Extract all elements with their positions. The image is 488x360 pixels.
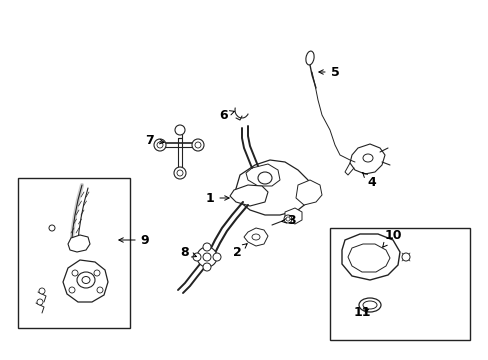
Circle shape bbox=[284, 215, 291, 223]
Circle shape bbox=[157, 142, 163, 148]
Circle shape bbox=[401, 253, 409, 261]
Circle shape bbox=[203, 263, 210, 271]
Circle shape bbox=[49, 225, 55, 231]
Polygon shape bbox=[285, 208, 302, 224]
Circle shape bbox=[39, 288, 45, 294]
Bar bbox=[18, 178, 130, 328]
Circle shape bbox=[97, 287, 103, 293]
Text: 7: 7 bbox=[145, 134, 164, 147]
Text: 4: 4 bbox=[362, 173, 376, 189]
Circle shape bbox=[213, 253, 221, 261]
Polygon shape bbox=[68, 235, 90, 252]
Ellipse shape bbox=[358, 298, 380, 312]
Polygon shape bbox=[347, 244, 389, 272]
Circle shape bbox=[174, 167, 185, 179]
Circle shape bbox=[175, 125, 184, 135]
Text: 1: 1 bbox=[205, 192, 229, 204]
Text: 2: 2 bbox=[232, 244, 246, 258]
Text: 8: 8 bbox=[181, 246, 196, 258]
Text: 10: 10 bbox=[382, 229, 401, 247]
Circle shape bbox=[192, 139, 203, 151]
Circle shape bbox=[195, 142, 201, 148]
Circle shape bbox=[37, 299, 43, 305]
Circle shape bbox=[94, 270, 100, 276]
Circle shape bbox=[177, 170, 183, 176]
Text: 5: 5 bbox=[318, 66, 339, 78]
Ellipse shape bbox=[251, 234, 260, 240]
Ellipse shape bbox=[258, 172, 271, 184]
Ellipse shape bbox=[362, 154, 372, 162]
Ellipse shape bbox=[305, 51, 313, 65]
Text: 11: 11 bbox=[352, 306, 370, 319]
Ellipse shape bbox=[77, 272, 95, 288]
Polygon shape bbox=[63, 260, 108, 302]
Ellipse shape bbox=[362, 301, 376, 309]
Circle shape bbox=[203, 243, 210, 251]
Polygon shape bbox=[245, 164, 280, 186]
Circle shape bbox=[285, 217, 289, 221]
Bar bbox=[329, 228, 469, 340]
Circle shape bbox=[193, 253, 201, 261]
Text: 3: 3 bbox=[281, 213, 296, 226]
Polygon shape bbox=[341, 234, 399, 280]
Circle shape bbox=[203, 253, 210, 261]
Polygon shape bbox=[229, 185, 267, 206]
Polygon shape bbox=[349, 144, 384, 174]
Circle shape bbox=[69, 287, 75, 293]
Ellipse shape bbox=[82, 276, 90, 284]
Polygon shape bbox=[244, 228, 267, 246]
Circle shape bbox=[197, 247, 217, 267]
Text: 6: 6 bbox=[219, 108, 234, 122]
Polygon shape bbox=[235, 160, 311, 215]
Circle shape bbox=[154, 139, 165, 151]
Text: 9: 9 bbox=[119, 234, 149, 247]
Circle shape bbox=[72, 270, 78, 276]
Polygon shape bbox=[295, 180, 321, 205]
